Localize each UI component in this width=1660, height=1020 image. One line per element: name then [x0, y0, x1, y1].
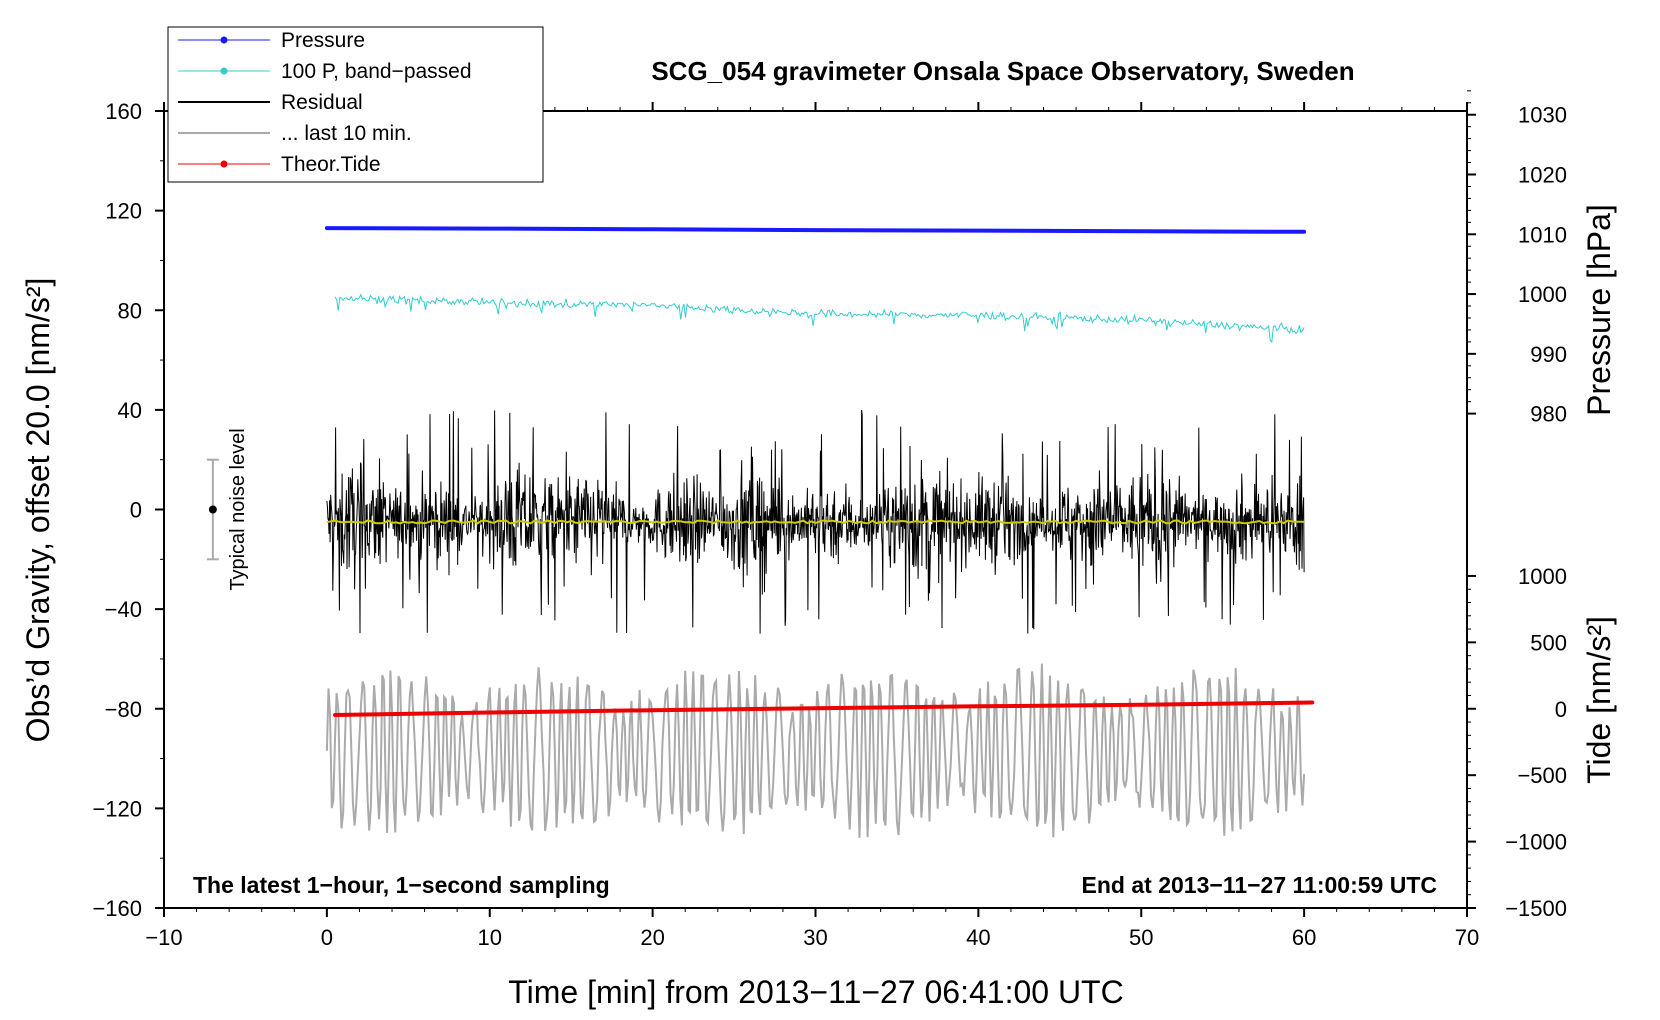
- series-residual-line: [326, 409, 1305, 634]
- annotation-layer: Typical noise level: [206, 428, 249, 591]
- series-last-10-min-line: [325, 663, 1306, 838]
- legend-marker: [220, 160, 228, 168]
- noise-bar-center-dot: [208, 505, 217, 514]
- tide-tick-label: −1000: [1505, 830, 1567, 855]
- series-band-passed-line: [334, 293, 1305, 344]
- y-axis-title: Obs’d Gravity, offset 20.0 [nm/s²]: [20, 278, 56, 743]
- legend-marker: [220, 67, 228, 75]
- series-theor-tide-line: [333, 700, 1315, 717]
- legend-box: [167, 26, 544, 183]
- pressure-axis-title: Pressure [hPa]: [1581, 204, 1617, 416]
- y-tick-label: −160: [92, 896, 142, 921]
- noise-level-label: Typical noise level: [227, 428, 249, 590]
- legend-label: Residual: [281, 91, 363, 114]
- annotation-end-time: End at 2013−11−27 11:00:59 UTC: [1082, 872, 1437, 898]
- x-tick-label: 70: [1455, 925, 1479, 950]
- y-tick-label: −40: [105, 597, 142, 622]
- tide-tick-label: 500: [1530, 630, 1567, 655]
- x-tick-label: 50: [1129, 925, 1153, 950]
- tide-axis-title: Tide [nm/s²]: [1581, 616, 1617, 784]
- pressure-tick-label: 1030: [1518, 103, 1567, 128]
- x-tick-label: 40: [966, 925, 990, 950]
- tide-tick-label: 0: [1555, 697, 1567, 722]
- pressure-tick-label: 1000: [1518, 282, 1567, 307]
- x-tick-label: 60: [1292, 925, 1316, 950]
- y-tick-label: 120: [105, 199, 142, 224]
- pressure-tick-label: 980: [1530, 402, 1567, 427]
- tide-tick-label: −1500: [1505, 896, 1567, 921]
- x-tick-label: 0: [321, 925, 333, 950]
- pressure-tick-label: 1020: [1518, 163, 1567, 188]
- legend-label: 100 P, band−passed: [281, 60, 472, 83]
- series-residual-mean-line: [326, 519, 1305, 525]
- series-layer: [324, 226, 1315, 838]
- y-tick-label: 40: [118, 398, 142, 423]
- x-tick-label: 20: [640, 925, 664, 950]
- x-tick-label: 30: [803, 925, 827, 950]
- y-tick-label: 160: [105, 99, 142, 124]
- x-tick-label: 10: [478, 925, 502, 950]
- tide-tick-label: −500: [1517, 763, 1567, 788]
- axes-layer: −10 0 10 20 30 40 50 60 70−160−120−80−4004080120…: [92, 90, 1567, 950]
- x-axis-title: Time [min] from 2013−11−27 06:41:00 UTC: [508, 974, 1123, 1010]
- pressure-tick-label: 1010: [1518, 222, 1567, 247]
- y-tick-label: −120: [92, 796, 142, 821]
- y-tick-label: 0: [130, 498, 142, 523]
- annotation-sampling: The latest 1−hour, 1−second sampling: [193, 872, 610, 898]
- chart-title: SCG_054 gravimeter Onsala Space Observat…: [651, 56, 1354, 86]
- tide-tick-label: 1000: [1518, 564, 1567, 589]
- legend-entries: Pressure 100 P, band−passed Residual ... la…: [178, 29, 472, 176]
- legend-label: Pressure: [281, 29, 365, 52]
- series-pressure-line: [324, 226, 1307, 234]
- y-tick-label: −80: [105, 697, 142, 722]
- y-tick-label: 80: [118, 298, 142, 323]
- x-tick-label: −10: [145, 925, 182, 950]
- legend-label: ... last 10 min.: [281, 122, 412, 145]
- legend-label: Theor.Tide: [281, 153, 381, 176]
- pressure-tick-label: 990: [1530, 342, 1567, 367]
- legend-marker: [220, 36, 228, 44]
- legend: Pressure 100 P, band−passed Residual ... la…: [167, 26, 544, 183]
